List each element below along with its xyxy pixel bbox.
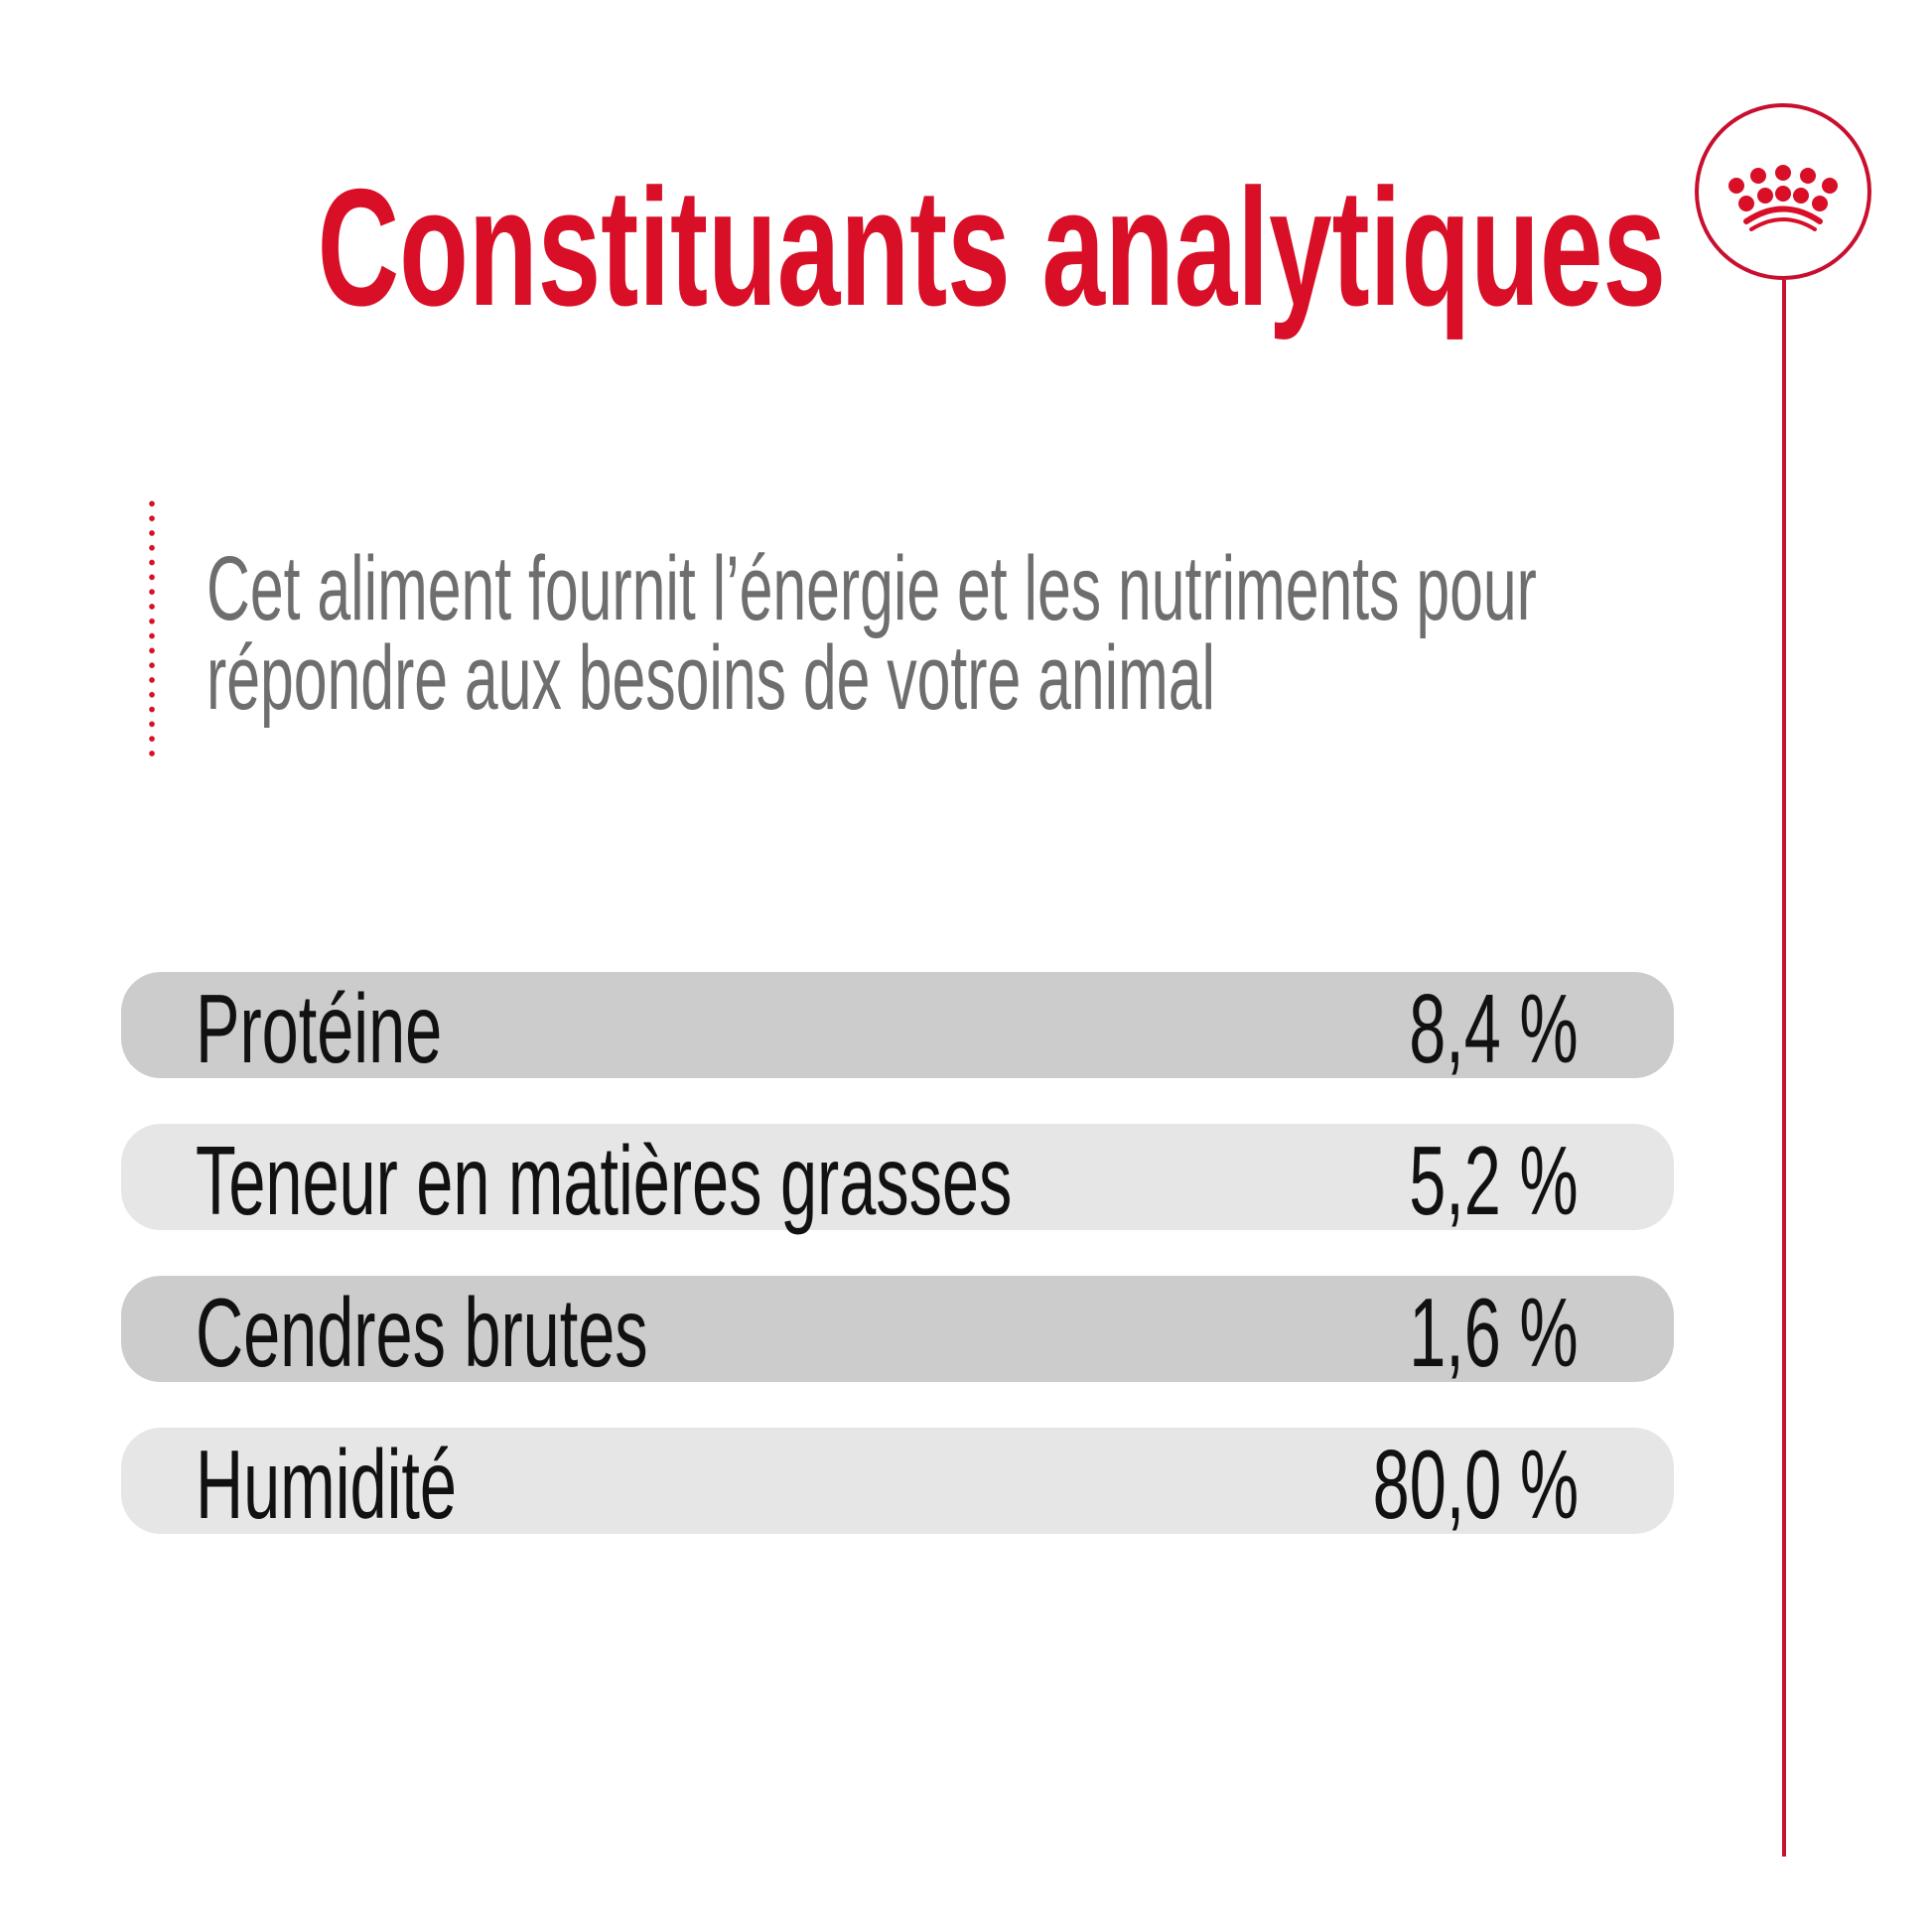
nutrient-row-fat: Teneur en matières grasses 5,2 % — [121, 1124, 1674, 1230]
nutrient-value: 1,6 % — [1409, 1278, 1579, 1387]
nutrient-label: Cendres brutes — [196, 1278, 648, 1387]
nutrient-label: Humidité — [196, 1430, 457, 1539]
nutrient-row-moisture: Humidité 80,0 % — [121, 1428, 1674, 1534]
nutrient-label: Protéine — [196, 974, 443, 1083]
vertical-divider — [1782, 280, 1786, 1857]
description: Cet aliment fournit l’énergie et les nut… — [207, 538, 1537, 729]
nutrient-value: 80,0 % — [1372, 1430, 1579, 1539]
royal-crown-logo-icon — [1695, 103, 1871, 280]
nutrient-row-ash: Cendres brutes 1,6 % — [121, 1276, 1674, 1382]
nutrient-row-protein: Protéine 8,4 % — [121, 972, 1674, 1078]
nutrient-value: 8,4 % — [1409, 974, 1579, 1083]
nutrient-value: 5,2 % — [1409, 1126, 1579, 1235]
nutrient-label: Teneur en matières grasses — [196, 1126, 1013, 1235]
dotted-divider — [149, 496, 155, 760]
page-title: Constituants analytiques — [317, 154, 1667, 341]
